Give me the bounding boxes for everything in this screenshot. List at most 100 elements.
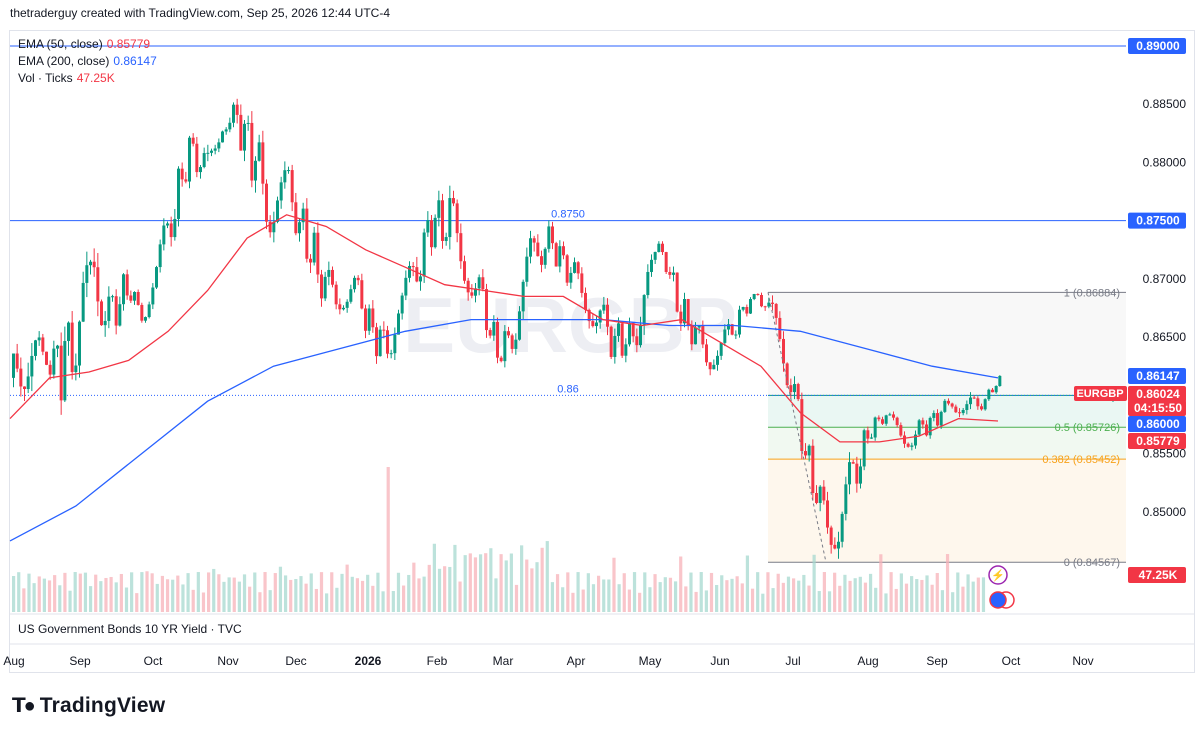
- volume-bar: [735, 576, 739, 612]
- candle-body: [23, 386, 26, 390]
- candle-body: [301, 208, 305, 223]
- candle-body: [771, 302, 774, 304]
- volume-bar: [525, 559, 529, 612]
- candle-body: [287, 170, 290, 172]
- candle-body: [851, 462, 855, 464]
- candle-body: [199, 167, 202, 173]
- candle-body: [305, 208, 309, 259]
- tradingview-brand: TradingView: [39, 693, 166, 717]
- volume-bar: [294, 579, 298, 612]
- candle-body: [708, 362, 712, 370]
- candle-body: [151, 287, 155, 305]
- fib-trend-line: [767, 292, 827, 563]
- volume-bar: [740, 583, 744, 612]
- volume-bar: [453, 544, 457, 612]
- volume-bar: [130, 572, 134, 612]
- volume-bar: [473, 557, 478, 612]
- volume-bar: [786, 576, 791, 612]
- candle-body: [631, 323, 635, 337]
- lower-pane-label[interactable]: US Government Bonds 10 YR Yield · TVC: [18, 622, 242, 636]
- x-axis-tick: Jul: [785, 654, 800, 668]
- volume-bar: [391, 591, 395, 612]
- candle-body: [239, 114, 243, 151]
- hline-axis-tag-0-bg: [1128, 38, 1186, 54]
- volume-bar: [648, 587, 652, 612]
- fib-zone-0618: [768, 395, 1126, 428]
- candle-body: [492, 321, 496, 336]
- candle-body: [529, 238, 532, 257]
- candle-body: [371, 308, 375, 328]
- candle-body: [89, 261, 92, 266]
- candle-body: [565, 255, 569, 283]
- candle-body: [650, 259, 653, 272]
- volume-bar: [894, 588, 898, 612]
- candle-body: [642, 295, 646, 325]
- x-axis-tick: Dec: [285, 654, 306, 668]
- candle-body: [261, 142, 265, 184]
- candle-body: [503, 331, 507, 362]
- candle-body: [15, 353, 19, 369]
- candle-body: [793, 384, 796, 393]
- candle-body: [994, 385, 998, 393]
- candle-body: [448, 198, 452, 238]
- volume-bar: [432, 543, 436, 612]
- volume-bar: [684, 586, 688, 612]
- y-axis-tick: 0.87000: [1143, 272, 1187, 286]
- candle-body: [283, 170, 287, 183]
- volume-bar: [88, 586, 93, 612]
- volume-label[interactable]: Vol · Ticks: [18, 71, 73, 85]
- x-axis-tick: Sep: [926, 654, 948, 668]
- candle-body: [100, 301, 103, 326]
- volume-bar: [566, 572, 570, 612]
- candle-body: [367, 308, 371, 331]
- candle-body: [265, 183, 268, 222]
- candle-body: [408, 265, 411, 278]
- volume-tag-bg: [1128, 567, 1186, 583]
- candle-body: [741, 306, 745, 310]
- volume-bar: [571, 592, 575, 612]
- candle-body: [228, 122, 232, 130]
- candle-body: [290, 170, 294, 203]
- candle-body: [67, 322, 70, 342]
- candle-body: [74, 365, 78, 373]
- volume-bar: [371, 585, 375, 612]
- volume-bar: [325, 593, 329, 612]
- candle-body: [48, 364, 52, 375]
- volume-bar: [520, 545, 524, 612]
- volume-bar: [766, 572, 770, 612]
- candle-body: [70, 322, 74, 373]
- volume-bar: [396, 572, 401, 612]
- ema200-line: [9, 318, 999, 542]
- ema50-price-tag: 0.85779: [1136, 434, 1180, 448]
- symbol-tag-bg: [1074, 386, 1127, 401]
- candle-body: [507, 331, 510, 336]
- candle-body: [551, 226, 554, 244]
- x-axis-tick: Jun: [710, 654, 729, 668]
- volume-bar: [940, 590, 945, 612]
- candle-body: [206, 152, 210, 154]
- volume-bar: [489, 548, 493, 612]
- volume-bar: [263, 572, 267, 612]
- candle-body: [760, 295, 763, 307]
- candle-body: [250, 122, 254, 181]
- volume-bar: [694, 591, 698, 612]
- ema200-label[interactable]: EMA (200, close): [18, 54, 110, 68]
- ema200-value: 0.86147: [113, 54, 157, 68]
- volume-bar: [135, 593, 139, 612]
- ema50-label[interactable]: EMA (50, close): [18, 37, 103, 51]
- candle-body: [334, 284, 338, 305]
- volume-bar: [915, 579, 919, 612]
- candle-body: [177, 168, 180, 219]
- candle-body: [184, 179, 188, 182]
- y-axis-tick: 0.85500: [1143, 447, 1187, 461]
- lightning-icon-glyph: ⚡: [991, 569, 1005, 582]
- volume-bar: [319, 572, 324, 612]
- volume-bar: [653, 574, 657, 612]
- candle-body: [375, 327, 378, 357]
- candle-body: [701, 325, 705, 345]
- volume-bar: [540, 547, 544, 612]
- candle-body: [822, 486, 826, 501]
- candle-body: [147, 304, 151, 318]
- candle-body: [411, 265, 415, 268]
